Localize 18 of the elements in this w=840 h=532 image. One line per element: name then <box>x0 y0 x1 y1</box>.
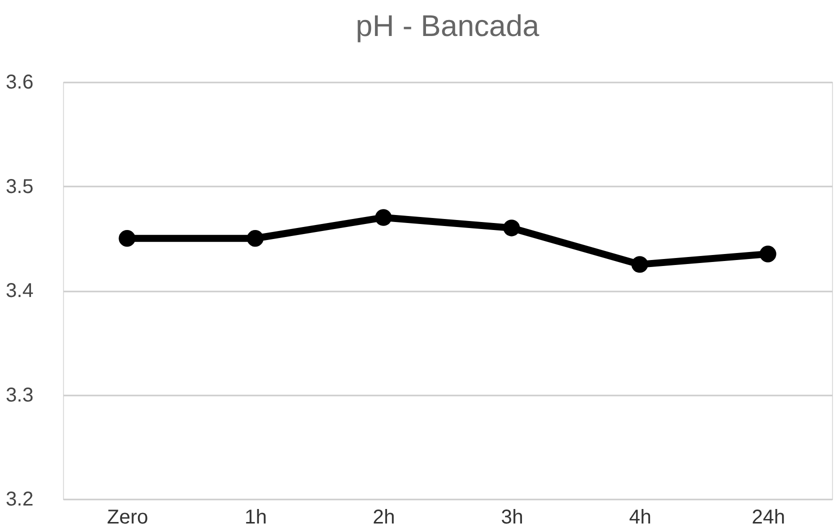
point <box>118 230 136 247</box>
point <box>503 220 520 236</box>
y-tick-label: 3.5 <box>6 176 34 198</box>
x-tick-label: 1h <box>244 506 267 528</box>
chart-title: pH - Bancada <box>356 10 540 43</box>
y-tick-label: 3.2 <box>6 488 34 510</box>
point <box>760 246 776 262</box>
y-tick-label: 3.6 <box>6 72 34 94</box>
x-tick-label: 24h <box>752 506 786 528</box>
point <box>631 256 648 273</box>
point <box>246 230 264 247</box>
x-tick-label: 4h <box>629 506 652 528</box>
x-tick-label: 3h <box>500 506 524 528</box>
y-tick-label: 3.4 <box>6 280 34 302</box>
y-tick-label: 3.3 <box>6 384 34 406</box>
point <box>375 209 392 226</box>
x-tick-label: 2h <box>372 506 396 528</box>
x-tick-label: Zero <box>107 506 148 528</box>
